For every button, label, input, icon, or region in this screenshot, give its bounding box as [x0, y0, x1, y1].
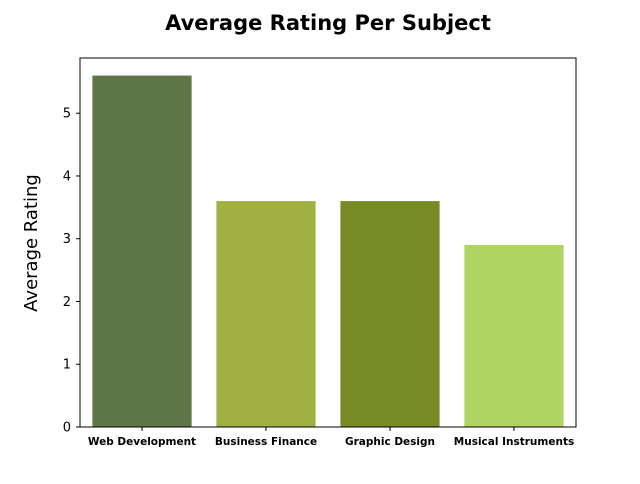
bar-3 — [464, 245, 564, 427]
x-tick-label-0: Web Development — [88, 436, 196, 448]
axes-layer — [79, 57, 577, 428]
bars-layer — [92, 75, 564, 428]
x-tick-label-3: Musical Instruments — [454, 436, 574, 448]
y-tick-label-2: 2 — [63, 295, 71, 310]
ticks-layer: Web Development Business Finance Graphic D… — [63, 107, 575, 448]
y-tick-label-4: 4 — [63, 169, 71, 184]
y-tick-label-5: 5 — [63, 107, 71, 122]
bar-2 — [340, 201, 440, 427]
plot-frame — [79, 57, 577, 428]
x-tick-label-1: Business Finance — [215, 436, 317, 448]
chart-title: Average Rating Per Subject — [165, 11, 491, 35]
bar-1 — [216, 201, 316, 427]
y-axis-label: Average Rating — [21, 174, 42, 312]
y-tick-label-1: 1 — [63, 358, 71, 373]
x-tick-label-2: Graphic Design — [345, 436, 435, 448]
bar-0 — [92, 75, 192, 428]
y-tick-label-0: 0 — [63, 421, 71, 436]
y-tick-label-3: 3 — [63, 232, 71, 247]
